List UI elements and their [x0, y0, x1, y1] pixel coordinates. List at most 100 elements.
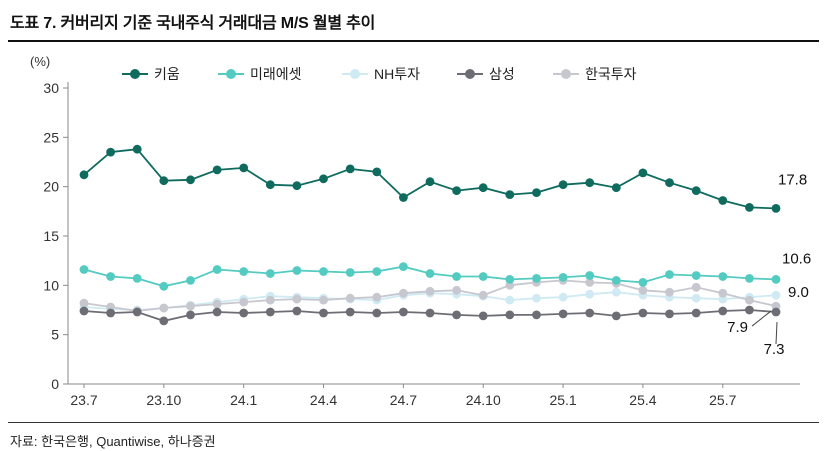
series-marker [319, 295, 328, 305]
series-marker [478, 272, 488, 281]
series-marker [372, 292, 382, 302]
series-marker [718, 272, 728, 281]
series-marker [265, 269, 275, 278]
series-marker [399, 193, 408, 202]
series-marker [638, 285, 648, 295]
series-marker [611, 183, 621, 193]
series-marker [159, 176, 169, 186]
series-marker [532, 188, 541, 198]
legend-label: 미래에셋 [250, 66, 302, 82]
y-tick-label: 5 [51, 327, 59, 343]
series-marker [159, 281, 169, 291]
series-marker [239, 297, 249, 307]
line-chart: (%) 0 5 10 15 20 25 30 23.7 23.10 24.1 24.4 24.7 24.1… [30, 54, 811, 408]
figure-header: 도표 7. 커버리지 기준 국내주식 거래대금 M/S 월별 추이 [8, 0, 819, 42]
series-marker [585, 278, 595, 287]
series-marker [265, 180, 275, 190]
series-marker [532, 310, 541, 320]
series-marker [159, 303, 169, 313]
series-marker [558, 309, 568, 319]
series-marker [611, 287, 621, 297]
series-marker [186, 175, 195, 185]
y-tick-label: 30 [43, 80, 59, 96]
series-marker [771, 290, 781, 300]
series-marker [239, 267, 249, 276]
end-value-label: 7.3 [764, 341, 785, 358]
series-marker [292, 294, 302, 304]
series-marker [452, 310, 461, 320]
series-marker [212, 165, 222, 175]
series-marker [745, 305, 754, 315]
series-marker [345, 307, 355, 317]
series-marker [79, 265, 89, 274]
series-marker [691, 293, 701, 303]
legend-label: 키움 [154, 66, 180, 82]
series-marker [372, 167, 382, 177]
end-value-label: 10.6 [782, 250, 811, 267]
series-marker [425, 269, 435, 278]
x-tick-label: 23.10 [146, 392, 181, 408]
series-marker [585, 308, 595, 318]
series-marker [79, 170, 89, 180]
series-marker [611, 276, 621, 285]
legend-dot-swatch [465, 69, 475, 79]
series-marker [106, 272, 115, 281]
series-marker [79, 306, 89, 316]
series-marker [638, 168, 648, 178]
series-marker [478, 290, 488, 300]
series-marker [106, 308, 115, 318]
series-marker [478, 311, 488, 321]
x-tick-label: 24.7 [390, 392, 417, 408]
end-value-label: 7.9 [727, 319, 748, 336]
series-marker [718, 288, 728, 298]
series-marker [345, 268, 355, 277]
series-marker [638, 308, 648, 318]
series-marker [345, 164, 355, 174]
legend-label: 삼성 [489, 66, 515, 82]
series-marker [425, 177, 435, 187]
x-tick-label: 24.4 [310, 392, 337, 408]
series-marker [186, 310, 195, 320]
y-tick-label: 10 [43, 277, 59, 293]
series-marker [452, 186, 461, 196]
series-marker [106, 147, 115, 157]
series-marker [505, 190, 515, 200]
legend-dot-swatch [350, 69, 360, 79]
series-marker [319, 267, 328, 276]
series-marker [186, 276, 195, 285]
x-tick-label: 25.7 [709, 392, 736, 408]
series-marker [718, 306, 728, 316]
series-marker [718, 196, 728, 205]
legend-label: 한국투자 [585, 66, 637, 82]
series-marker [638, 278, 648, 287]
series-marker [319, 174, 328, 184]
series-marker [292, 306, 302, 316]
series-marker [532, 293, 541, 303]
series-marker [372, 267, 382, 276]
series-marker [425, 308, 435, 318]
series-marker [265, 295, 275, 305]
series-marker [745, 295, 754, 305]
series-marker [665, 309, 674, 319]
y-axis-unit-label: (%) [30, 54, 50, 69]
series-marker [585, 271, 595, 280]
series-marker [665, 270, 674, 279]
x-tick-label: 24.1 [230, 392, 257, 408]
series-marker [611, 311, 621, 321]
series-marker [132, 144, 142, 154]
legend-dot-swatch [561, 69, 571, 79]
series-marker [399, 288, 408, 298]
figure-footer: 자료: 한국은행, Quantiwise, 하나증권 [8, 422, 819, 451]
y-tick-label: 25 [43, 129, 59, 145]
series-marker [505, 310, 515, 320]
series-marker [691, 282, 701, 292]
x-tick-label: 23.7 [70, 392, 97, 408]
series-marker [265, 307, 275, 317]
series-marker [691, 271, 701, 280]
x-tick-label: 24.10 [466, 392, 501, 408]
series-marker [399, 262, 408, 271]
series-marker [399, 307, 408, 317]
end-label-leader-line [751, 310, 772, 327]
series-marker [532, 274, 541, 283]
series-marker [771, 307, 781, 317]
